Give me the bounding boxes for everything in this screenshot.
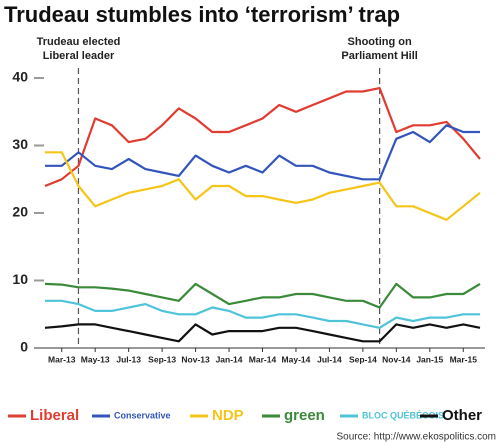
series-line bbox=[44, 86, 481, 188]
x-tick-label: Nov-14 bbox=[382, 354, 411, 364]
y-tick-label: 30 bbox=[12, 136, 28, 152]
legend-label: Other bbox=[442, 407, 482, 424]
y-tick-label: 10 bbox=[12, 271, 28, 287]
x-tick-label: May-13 bbox=[81, 354, 110, 364]
chart-title: Trudeau stumbles into ‘terrorism’ trap bbox=[4, 2, 400, 27]
annotation-label: Parliament Hill bbox=[341, 50, 417, 62]
series-line bbox=[45, 151, 481, 221]
x-tick-label: Sep-13 bbox=[148, 354, 176, 364]
x-tick-label: Jan-15 bbox=[416, 354, 443, 364]
x-tick-label: Jul-14 bbox=[317, 354, 342, 364]
x-tick-label: Mar-14 bbox=[249, 354, 277, 364]
x-tick-label: Jul-13 bbox=[116, 354, 141, 364]
series-line bbox=[45, 299, 480, 329]
legend-label: Liberal bbox=[30, 407, 79, 424]
legend-label: NDP bbox=[212, 407, 244, 424]
x-tick-label: Nov-13 bbox=[181, 354, 210, 364]
legend-label: green bbox=[284, 407, 325, 424]
y-tick-label: 0 bbox=[20, 339, 28, 355]
y-tick-label: 40 bbox=[12, 69, 28, 85]
legend-label: BLOC QUÉBÉCOIS bbox=[362, 410, 444, 420]
source: Source: http://www.ekospolitics.com bbox=[336, 432, 496, 443]
x-tick-label: May-14 bbox=[282, 354, 311, 364]
series-line bbox=[44, 323, 481, 343]
x-tick-label: Jan-14 bbox=[216, 354, 243, 364]
series-line bbox=[45, 124, 480, 181]
legend-label: Conservative bbox=[114, 410, 171, 420]
annotation-label: Shooting on bbox=[348, 36, 412, 48]
y-tick-label: 20 bbox=[12, 204, 28, 220]
x-tick-label: Mar-13 bbox=[48, 354, 76, 364]
x-tick-label: Sep-14 bbox=[349, 354, 377, 364]
series-line bbox=[44, 282, 481, 309]
annotation-label: Trudeau elected bbox=[37, 36, 121, 48]
x-tick-label: Mar-15 bbox=[450, 354, 478, 364]
annotation-label: Liberal leader bbox=[43, 50, 115, 62]
